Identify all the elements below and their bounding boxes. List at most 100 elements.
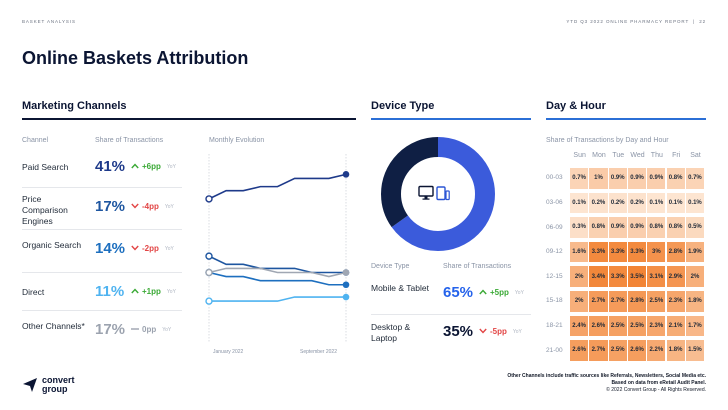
heatmap-cell: 2.6% [627,340,647,361]
heatmap-cell: 0.8% [647,217,666,238]
series-end-point-3 [342,293,350,301]
footnote-copyright: © 2022 Convert Group - All Rights Reserv… [606,387,706,393]
section-tag: BASKET ANALYSIS [22,19,76,24]
delta-value: +1pp [142,287,161,296]
series-line-4 [208,267,347,278]
heatmap-day-wed: Wed [630,152,645,159]
delta-value: +5pp [490,288,509,297]
heatmap-cell: 0.3% [570,217,589,238]
brand-line1: convert [42,375,75,385]
col-channel: Channel [22,137,49,144]
heatmap-cell: 2.5% [627,315,647,337]
series-start-point-4 [205,268,213,277]
trend-down-icon [479,327,487,336]
heatmap-day-mon: Mon [592,152,606,159]
marketing-underline [22,118,356,120]
heatmap-cell: 3.1% [647,266,666,287]
axis-start-label: January 2022 [213,349,244,355]
heatmap-cell: 0.9% [627,168,647,189]
delta-value: +6pp [142,162,161,171]
monthly-evolution-chart [205,154,350,342]
channel-label-direct: Direct [22,287,45,297]
dayhour-title: Day & Hour [546,100,606,112]
heatmap-cell: 0.1% [685,192,705,214]
channel-label-other-channels: Other Channels* [22,321,85,331]
heatmap-cell: 3.3% [627,241,647,263]
row-divider [22,272,182,273]
heatmap-cell: 2.5% [608,315,627,337]
heatmap-hour-15-18: 15-18 [546,297,563,305]
heatmap-cell: 2.9% [666,266,685,287]
col-device-share: Share of Transactions [443,263,512,270]
device-delta-1: -5pp YoY [479,327,522,336]
delta-value: -5pp [490,327,507,336]
device-delta-0: +5pp YoY [479,288,524,297]
series-line-3 [209,296,346,302]
heatmap-cell: 3.3% [589,241,608,263]
channel-share-direct: 11% [95,283,125,300]
series-end-point-4 [342,269,350,276]
series-start-point-0 [205,195,213,203]
heatmap-cell: 0.2% [608,192,627,214]
tablet-icon [436,186,450,201]
heatmap-day-thu: Thu [650,152,663,159]
channel-delta-organic-search: -2pp YoY [131,244,174,253]
heatmap-cell: 1% [589,168,608,189]
heatmap-cell: 2.7% [608,291,627,312]
heatmap-cell: 0.7% [570,168,589,189]
heatmap-subtitle: Share of Transactions by Day and Hour [546,137,669,144]
col-monthly: Monthly Evolution [209,137,265,144]
trend-down-icon [131,202,139,211]
separator: | [693,19,696,24]
heatmap-cell: 0.9% [608,217,627,238]
heatmap-cell: 3.3% [608,266,627,287]
heatmap-cell: 1.8% [685,291,705,312]
heatmap-cell: 0.2% [589,192,608,214]
device-underline [371,118,531,120]
row-divider [371,314,531,315]
heatmap-cell: 2.2% [647,340,666,361]
channel-label-price-comparison-engines: Price Comparison Engines [22,194,68,226]
heatmap-cell: 0.9% [608,168,627,189]
heatmap-cell: 1.6% [570,241,589,263]
heatmap-cell: 2.6% [570,340,589,361]
channel-share-organic-search: 14% [95,240,126,257]
heatmap-cell: 0.1% [647,192,666,214]
yoy-label: YoY [166,288,176,295]
col-share: Share of Transactions [95,137,164,144]
series-line-2 [208,271,346,286]
heatmap-hour-21-00: 21-00 [546,346,563,354]
page-title: Online Baskets Attribution [22,48,249,68]
row-divider [22,187,182,188]
heatmap-cell: 0.8% [589,217,608,238]
heatmap-cell: 0.8% [666,168,685,189]
heatmap-cell: 0.5% [685,217,705,238]
yoy-label: YoY [514,289,524,296]
channel-delta-paid-search: +6pp YoY [131,162,176,171]
heatmap-cell: 3.5% [627,266,647,287]
heatmap-cell: 1.5% [685,340,705,361]
yoy-label: YoY [162,326,172,333]
device-title: Device Type [371,100,435,112]
device-share-0: 65% [443,284,474,301]
heatmap-cell: 2% [685,266,705,287]
heatmap-hour-00-03: 00-03 [546,174,563,182]
heatmap-hour-12-15: 12-15 [546,272,563,280]
dayhour-underline [546,118,706,120]
heatmap-cell: 0.7% [685,168,705,189]
series-start-point-3 [205,297,213,305]
trend-up-icon [479,288,487,297]
series-end-point-0 [342,171,350,178]
trend-flat-icon [131,325,139,334]
axis-end-label: September 2022 [300,349,337,355]
heatmap-hour-09-12: 09-12 [546,248,563,256]
yoy-label: YoY [164,245,174,252]
channel-share-paid-search: 41% [95,158,126,175]
heatmap-day-fri: Fri [672,152,681,159]
heatmap-cell: 0.1% [570,192,589,214]
heatmap-cell: 3% [647,241,666,263]
footer-notes: Other Channels include traffic sources l… [507,373,706,394]
brand-line2: group [42,384,68,394]
heatmap-cell: 2.6% [589,315,608,337]
heatmap-cell: 2.1% [666,315,685,337]
